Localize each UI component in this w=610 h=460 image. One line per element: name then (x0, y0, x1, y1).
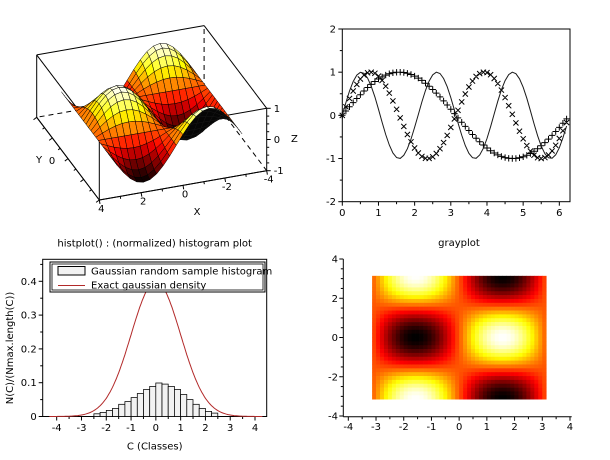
tick-label: 0 (182, 189, 188, 200)
tick-label: -2 (399, 422, 409, 433)
tick-label: -3 (76, 423, 86, 434)
y-axis-label: Y (35, 155, 43, 166)
tick-label: -4 (264, 175, 274, 186)
surface-mesh (61, 43, 243, 183)
histogram-y-axis-label: N(C)/(Nmax.length(C)) (5, 292, 16, 405)
tick-label: 1 (274, 104, 280, 115)
tick-label: 0 (153, 423, 159, 434)
tick-label: 2 (332, 294, 338, 305)
tick-label: 2 (202, 423, 208, 434)
axis-tick (98, 199, 101, 205)
axis-tick (64, 158, 69, 162)
axis-tick (73, 168, 77, 171)
tick-label: 0.2 (21, 344, 37, 355)
histogram-plot: -4 -3 -2 -1 0 1 2 3 4 0 0.1 0.2 0.3 0.4 histplot() : … (5, 239, 272, 453)
tick-label: 2 (511, 422, 517, 433)
legend-entry-density: Exact gaussian density (91, 281, 206, 292)
axis-tick (48, 137, 53, 141)
tick-label: 4 (252, 423, 258, 434)
axis-tick (57, 147, 61, 151)
tick-label: 1 (375, 208, 381, 219)
tick-label: -2 (328, 372, 338, 383)
grayplot-title: grayplot (438, 238, 480, 249)
marker-series-sin(x) (339, 69, 570, 162)
tick-label: 1 (330, 68, 336, 79)
marker-series-sin(2x) (339, 69, 570, 162)
surface-plot-3d: 4 2 0 -2 -4 1 0 -1 X Y 0 Z (33, 25, 298, 218)
histogram-render: -4 -3 -2 -1 0 1 2 3 4 0 0.1 0.2 0.3 0.4 (21, 258, 268, 434)
curve-sin(3x) (341, 71, 568, 159)
histogram-title: histplot() : (normalized) histogram plot (57, 239, 252, 250)
tick-label: 6 (556, 208, 562, 219)
axis-tick (33, 116, 38, 121)
tick-label: 3 (227, 423, 233, 434)
axis-tick (140, 192, 143, 197)
histogram-x-axis-label: C (Classes) (127, 442, 183, 453)
axis-tick (42, 127, 45, 130)
tick-label: -3 (371, 422, 381, 433)
heatmap-cells (372, 275, 547, 400)
tick-label: -1 (126, 423, 136, 434)
tick-label: 0.4 (21, 277, 37, 288)
tick-label: 0 (339, 208, 345, 219)
tick-label: 4 (567, 422, 573, 433)
tick-label: 2 (330, 25, 336, 36)
legend-box-inner (51, 263, 264, 291)
tick-label: -4 (343, 422, 353, 433)
tick-label: 2 (140, 197, 146, 208)
tick-label: 0 (274, 135, 280, 146)
tick-label: 0 (456, 422, 462, 433)
tick-label: 4 (484, 208, 490, 219)
axis-tick (80, 178, 84, 183)
axis-tick (182, 185, 185, 190)
tick-label: -1 (326, 154, 336, 165)
histogram-bars (93, 382, 219, 417)
tick-label: 0 (330, 111, 336, 122)
legend-box (49, 261, 266, 293)
tick-label: -2 (222, 182, 232, 193)
x-axis-label: X (194, 207, 201, 218)
tick-label: 0.3 (21, 311, 37, 322)
z-axis-label: Z (291, 134, 298, 145)
tick-label: 0 (332, 333, 338, 344)
grayplot-heatmap: -4 -3 -2 -1 0 1 2 3 4 4 2 0 -2 -4 grayplot (328, 238, 573, 434)
legend-entry-histogram: Gaussian random sample histogram (91, 267, 272, 278)
tick-label: -1 (274, 166, 284, 177)
grayplot-render: -4 -3 -2 -1 0 1 2 3 4 4 2 0 -2 -4 (328, 255, 573, 434)
tick-label: 3 (539, 422, 545, 433)
tick-label: 4 (98, 204, 104, 215)
tick-label: 2 (411, 208, 417, 219)
line-plot-with-markers: 0 1 2 3 4 5 6 -2 -1 0 1 2 (326, 25, 571, 219)
legend-swatch-histogram (57, 266, 86, 276)
tick-label: 0.1 (21, 378, 37, 389)
tick-label: -4 (52, 423, 62, 434)
tick-label: 4 (332, 255, 338, 266)
tick-label: -2 (326, 197, 336, 208)
tick-label: 5 (520, 208, 526, 219)
line-plot-render: 0 1 2 3 4 5 6 -2 -1 0 1 2 (326, 25, 571, 219)
tick-label: 0 (30, 412, 36, 423)
axis-tick (224, 177, 227, 183)
box-edge (36, 25, 205, 56)
surface-render: 4 2 0 -2 -4 1 0 -1 (33, 25, 284, 215)
tick-label: 3 (448, 208, 454, 219)
axis-tick (266, 170, 268, 175)
tick-label: 1 (177, 423, 183, 434)
tick-label: -1 (426, 422, 436, 433)
box-edge (203, 25, 268, 109)
axis-tick (89, 189, 92, 192)
tick-label: 1 (484, 422, 490, 433)
axis-tick (95, 199, 100, 203)
tick-label: -4 (328, 412, 338, 423)
tick-label: -2 (101, 423, 111, 434)
y-axis-zero-tick-label: 0 (49, 156, 55, 167)
